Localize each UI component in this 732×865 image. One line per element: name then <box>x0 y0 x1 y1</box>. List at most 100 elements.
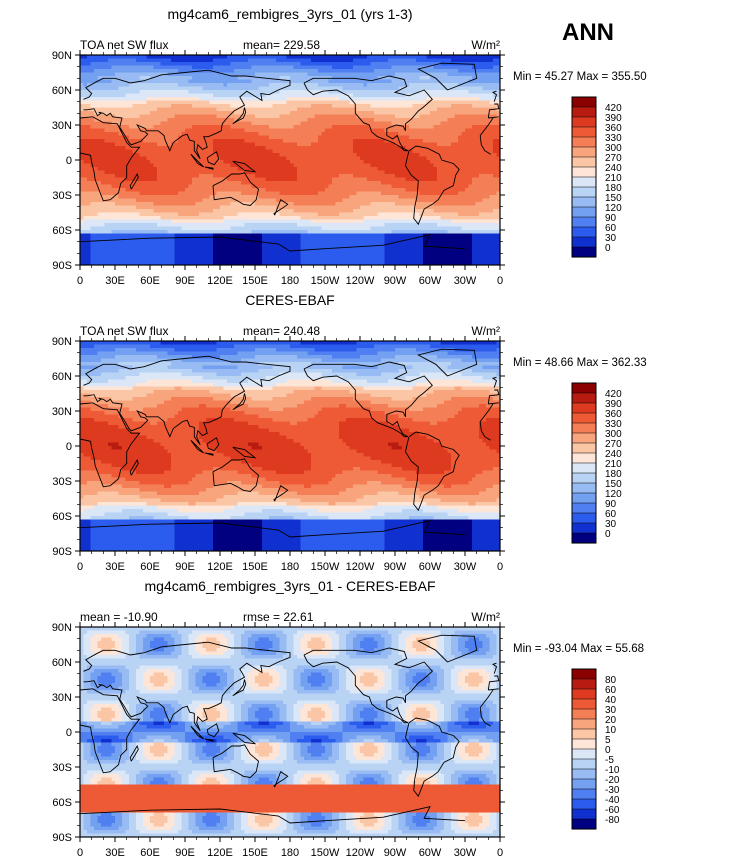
colorbar-box <box>571 688 597 700</box>
coastline-3 <box>80 688 494 774</box>
colorbar-tick-label: 60 <box>605 223 617 234</box>
lon-tick-label: 90E <box>175 275 195 287</box>
colorbar-box <box>571 522 597 534</box>
coastline-2 <box>405 145 460 226</box>
coastline-5 <box>212 172 259 206</box>
lat-tick-label: 60N <box>52 85 72 97</box>
coastline-15 <box>80 234 466 252</box>
colorbar-box <box>571 708 597 720</box>
colorbar-box <box>571 442 597 454</box>
colorbar-tick-label: 180 <box>605 183 622 194</box>
colorbar-box <box>571 382 597 394</box>
colorbar-frame <box>571 96 597 258</box>
lon-tick-label: 30E <box>105 275 125 287</box>
colorbar-box <box>571 116 597 128</box>
lon-tick-label: 120E <box>207 561 233 573</box>
colorbar-tick-label: -10 <box>605 765 620 776</box>
lon-tick-label: 0 <box>497 275 503 287</box>
colorbar-box <box>571 758 597 770</box>
colorbar-box <box>571 482 597 494</box>
colorbar-tick-label: -60 <box>605 805 620 816</box>
colorbar-tick-label: 180 <box>605 469 622 480</box>
colorbar-tick-label: -40 <box>605 795 620 806</box>
coastline-13 <box>129 172 139 190</box>
colorbar-tick-label: 30 <box>605 519 617 530</box>
colorbar-box <box>571 452 597 464</box>
coastline-7 <box>417 62 478 91</box>
lon-tick-label: 30E <box>105 847 125 859</box>
colorbar-box <box>571 412 597 424</box>
coastline-1 <box>303 361 433 438</box>
colorbar-box <box>571 502 597 514</box>
lon-tick-label: 180 <box>281 847 299 859</box>
colorbar-tick-label: 30 <box>605 233 617 244</box>
colorbar-box <box>571 156 597 168</box>
coastline-6 <box>491 90 498 102</box>
field-contours <box>80 55 500 265</box>
panel-title: mg4cam6_rembigres_3yrs_01 (yrs 1-3) <box>167 6 412 22</box>
lon-tick-label: 90W <box>384 275 407 287</box>
coastline-11 <box>206 723 220 738</box>
colorbar-tick-label: 210 <box>605 459 622 470</box>
stat-label: rmse = 22.61 <box>243 610 314 624</box>
colorbar-tick-label: 80 <box>605 675 617 686</box>
lat-tick-label: 30S <box>52 762 72 774</box>
colorbar-tick-label: 0 <box>605 529 611 540</box>
coastline-12 <box>232 732 257 745</box>
coastline-14 <box>273 485 289 502</box>
panel-title: mg4cam6_rembigres_3yrs_01 - CERES-EBAF <box>145 578 436 594</box>
lon-tick-label: 180 <box>281 275 299 287</box>
coastline-15 <box>80 806 466 824</box>
lat-tick-label: 60N <box>52 371 72 383</box>
lon-tick-label: 0 <box>497 561 503 573</box>
coastline-9 <box>190 153 205 168</box>
variable-label: TOA net SW flux <box>80 38 168 52</box>
colorbar-box <box>571 186 597 198</box>
coastline-2 <box>405 431 460 512</box>
lon-tick-label: 120E <box>207 847 233 859</box>
colorbar-box <box>571 728 597 740</box>
colorbar-tick-label: 390 <box>605 113 622 124</box>
colorbar-tick-label: 300 <box>605 429 622 440</box>
colorbar-box <box>571 462 597 474</box>
units-label: W/m² <box>471 324 500 338</box>
colorbar-tick-label: 390 <box>605 399 622 410</box>
colorbar-box <box>571 206 597 218</box>
colorbar-box <box>571 768 597 780</box>
colorbar-box <box>571 166 597 178</box>
lat-tick-label: 60S <box>52 797 72 809</box>
lon-tick-label: 30W <box>454 275 477 287</box>
lat-tick-label: 60S <box>52 225 72 237</box>
panel-2: CERES-EBAF TOA net SW flux mean= 240.48 W/m… <box>52 292 647 573</box>
lat-tick-label: 30N <box>52 120 72 132</box>
lon-tick-label: 120E <box>207 275 233 287</box>
coastline-14 <box>273 199 289 216</box>
lon-tick-label: 60W <box>419 847 442 859</box>
lat-tick-label: 90N <box>52 336 72 348</box>
colorbar-box <box>571 698 597 710</box>
colorbar-tick-label: 270 <box>605 153 622 164</box>
lat-tick-label: 90N <box>52 622 72 634</box>
coastline-4 <box>83 69 500 160</box>
colorbar-box <box>571 432 597 444</box>
colorbar-box <box>571 176 597 188</box>
coastline-9 <box>190 725 205 740</box>
coastline-4 <box>83 641 500 732</box>
coastline-10 <box>204 452 214 456</box>
lon-tick-label: 90E <box>175 847 195 859</box>
colorbar-tick-label: 10 <box>605 725 617 736</box>
colorbar-tick-label: 210 <box>605 173 622 184</box>
colorbar-tick-label: -30 <box>605 785 620 796</box>
panel-3: mg4cam6_rembigres_3yrs_01 - CERES-EBAF me… <box>52 578 644 859</box>
coastline-5 <box>212 744 259 778</box>
lon-tick-label: 60W <box>419 275 442 287</box>
lon-tick-label: 60E <box>140 847 160 859</box>
coastline-10 <box>204 738 214 742</box>
lon-tick-label: 30E <box>105 561 125 573</box>
lon-tick-label: 90E <box>175 561 195 573</box>
lon-tick-label: 60W <box>419 561 442 573</box>
coastline-13 <box>129 744 139 762</box>
lat-tick-label: 0 <box>66 155 72 167</box>
coastline-8 <box>232 107 247 125</box>
